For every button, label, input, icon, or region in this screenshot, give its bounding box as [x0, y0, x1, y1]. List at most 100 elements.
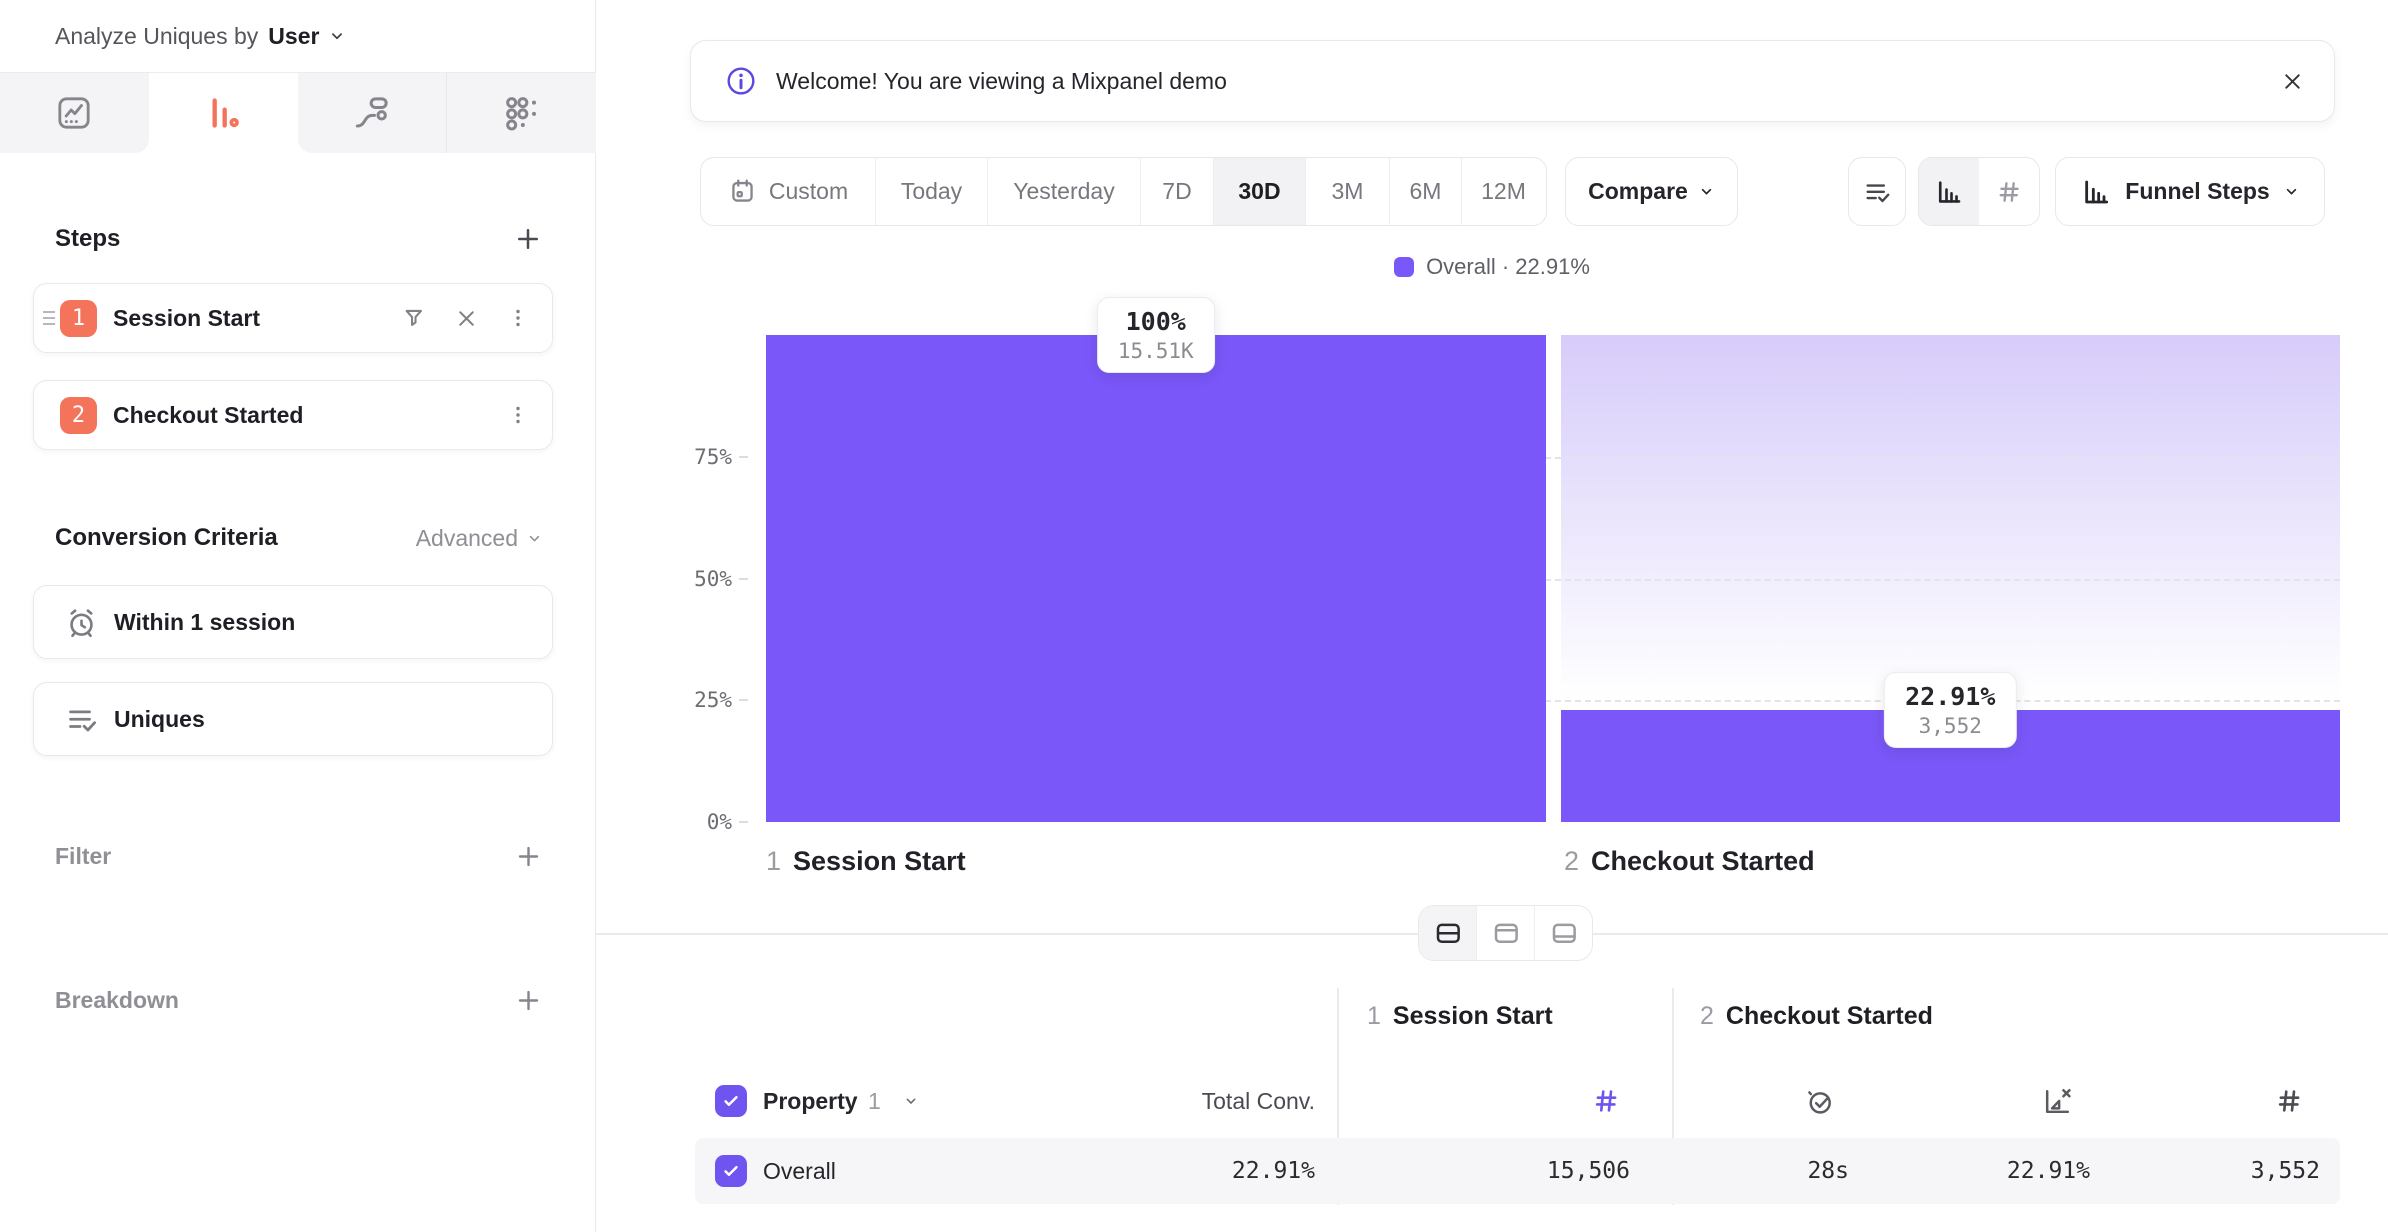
step-card-session-start[interactable]: 1 Session Start — [33, 283, 553, 353]
tab-flows[interactable] — [297, 73, 447, 153]
row-checkbox[interactable] — [715, 1155, 747, 1187]
step-card-checkout-started[interactable]: 2 Checkout Started — [33, 380, 553, 450]
range-30d-selected[interactable]: 30D — [1213, 158, 1305, 225]
conversion-window-card[interactable]: Within 1 session — [33, 585, 553, 659]
add-breakdown-button[interactable] — [514, 986, 543, 1015]
select-all-checkbox[interactable] — [715, 1085, 747, 1117]
row-overall-label: Overall — [715, 1155, 836, 1187]
property-label: Property — [763, 1087, 858, 1114]
query-sidebar: Analyze Uniques by User — [0, 0, 596, 1232]
range-label: 12M — [1481, 178, 1526, 204]
split-view-toggle[interactable] — [1419, 906, 1476, 960]
kebab-menu-icon[interactable] — [506, 306, 530, 330]
range-7d[interactable]: 7D — [1140, 158, 1213, 225]
flows-icon — [352, 93, 392, 133]
breakdown-label: Breakdown — [55, 986, 179, 1013]
property-index: 1 — [868, 1087, 881, 1114]
chart-view-dropdown[interactable]: Funnel Steps — [2055, 157, 2325, 226]
funnel-column-session-start[interactable]: 100% 15.51K — [766, 297, 1546, 822]
compare-label: Compare — [1588, 178, 1688, 204]
compare-button[interactable]: Compare — [1565, 157, 1738, 226]
table-column-divider — [1337, 988, 1339, 1205]
panel-layout-toggle — [1418, 905, 1593, 961]
chevron-down-icon — [1701, 188, 1712, 195]
step1-count-column-header[interactable] — [1390, 1084, 1630, 1118]
legend-swatch — [1394, 257, 1415, 277]
welcome-banner: Welcome! You are viewing a Mixpanel demo — [690, 40, 2335, 122]
step2-count-column-header[interactable] — [2120, 1084, 2320, 1118]
range-custom[interactable]: Custom — [701, 158, 875, 225]
analyze-label: Analyze Uniques by — [55, 22, 259, 49]
report-type-tabs — [0, 72, 596, 153]
info-icon — [724, 64, 758, 98]
cell-step1-count: 15,506 — [1546, 1158, 1630, 1184]
tab-funnels[interactable] — [148, 73, 298, 153]
funnel-fade — [1560, 335, 2340, 711]
step-label[interactable]: Session Start — [113, 304, 260, 331]
insights-icon — [54, 93, 94, 133]
conversion-criteria-title: Conversion Criteria — [55, 524, 278, 551]
tab-retention[interactable] — [446, 73, 596, 153]
table-group-checkout-started: 2 Checkout Started — [1700, 1002, 1933, 1030]
range-label: 3M — [1331, 178, 1364, 204]
range-6m[interactable]: 6M — [1389, 158, 1461, 225]
funnel-bar[interactable] — [766, 335, 1546, 822]
hash-icon — [1995, 178, 2023, 206]
add-step-button[interactable] — [513, 224, 543, 254]
total-conv-header[interactable]: Total Conv. — [1201, 1088, 1315, 1114]
y-axis: 75% 50% 25% 0% — [620, 335, 748, 834]
kebab-menu-icon[interactable] — [506, 403, 530, 427]
counting-method-card[interactable]: Uniques — [33, 682, 553, 756]
range-12m[interactable]: 12M — [1461, 158, 1545, 225]
cell-conv-rate: 22.91% — [2006, 1158, 2090, 1184]
analyze-value-dropdown[interactable]: User — [268, 22, 320, 49]
funnel-chart: 100% 15.51K 22.91% 3,552 — [766, 297, 2340, 822]
property-dropdown[interactable]: Property 1 — [763, 1088, 881, 1115]
retention-icon — [502, 93, 542, 133]
filter-funnel-icon[interactable] — [401, 305, 427, 331]
y-tick: 0% — [707, 810, 748, 834]
drag-handle-icon[interactable] — [43, 311, 55, 325]
range-label: 30D — [1238, 178, 1281, 204]
avg-time-column-header[interactable] — [1649, 1084, 1849, 1118]
cell-step2-count: 3,552 — [2250, 1158, 2320, 1184]
chart-only-toggle[interactable] — [1476, 906, 1534, 960]
metric-list-button[interactable] — [1848, 157, 1906, 226]
step-label[interactable]: Checkout Started — [113, 401, 304, 428]
breakdown-row: Breakdown — [55, 976, 543, 1024]
table-only-toggle[interactable] — [1534, 906, 1592, 960]
chevron-down-icon — [529, 535, 540, 541]
range-label: Today — [900, 178, 963, 204]
range-3m[interactable]: 3M — [1305, 158, 1389, 225]
step-actions — [506, 403, 530, 427]
range-label: Custom — [768, 178, 849, 204]
chevron-down-icon[interactable] — [903, 1093, 919, 1109]
add-filter-button[interactable] — [514, 842, 543, 871]
steps-title: Steps — [55, 225, 121, 252]
close-icon[interactable] — [2281, 70, 2304, 93]
range-yesterday[interactable]: Yesterday — [987, 158, 1140, 225]
range-label: 7D — [1162, 178, 1192, 204]
conv-rate-column-header[interactable] — [1890, 1084, 2090, 1118]
percent-bars-toggle[interactable] — [1919, 158, 1979, 225]
conversion-window-label: Within 1 session — [114, 608, 296, 635]
tab-insights[interactable] — [0, 73, 149, 153]
chevron-down-icon — [2286, 188, 2296, 195]
absolute-numbers-toggle[interactable] — [1979, 158, 2039, 225]
remove-step-icon[interactable] — [454, 306, 479, 331]
chevron-down-icon[interactable] — [328, 27, 346, 45]
value-display-toggle — [1918, 157, 2040, 226]
step-number-badge: 1 — [60, 299, 97, 337]
funnel-column-checkout-started[interactable]: 22.91% 3,552 — [1560, 335, 2340, 822]
table-column-divider — [1672, 988, 1674, 1205]
table-row[interactable] — [695, 1138, 2340, 1204]
hash-icon — [1591, 1086, 1621, 1116]
range-today[interactable]: Today — [875, 158, 987, 225]
banner-message: Welcome! You are viewing a Mixpanel demo — [776, 67, 1227, 94]
bar-tooltip: 22.91% 3,552 — [1884, 672, 2017, 749]
advanced-dropdown[interactable]: Advanced — [416, 525, 543, 552]
layout-split-icon — [1433, 918, 1463, 948]
conversion-criteria-header: Conversion Criteria Advanced — [55, 518, 543, 558]
step-actions — [401, 305, 530, 331]
